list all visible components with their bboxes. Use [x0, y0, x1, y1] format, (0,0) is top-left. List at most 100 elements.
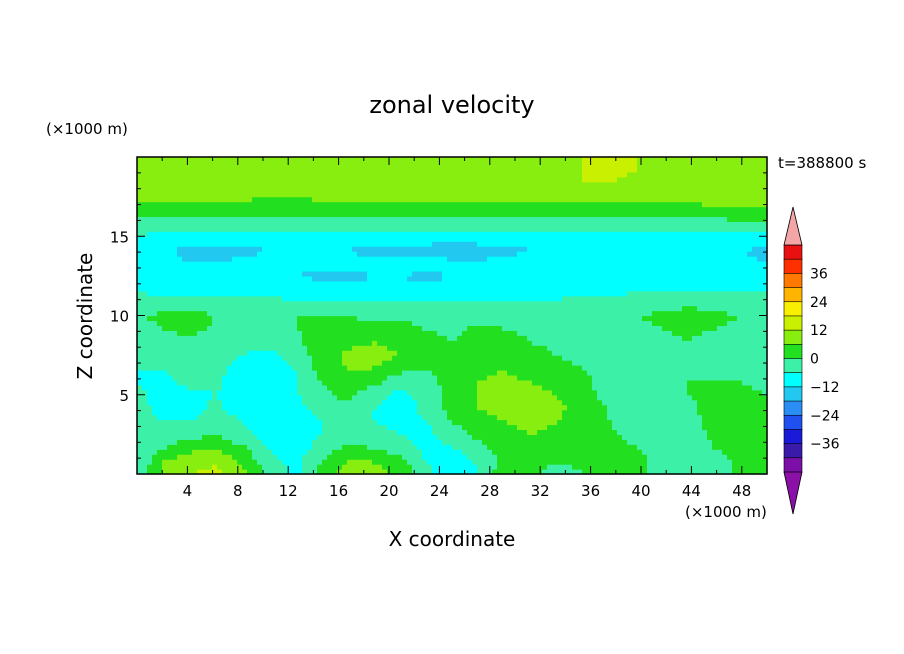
heatmap-cell — [292, 275, 298, 282]
heatmap-cell — [727, 280, 733, 287]
heatmap-cell — [217, 444, 223, 450]
heatmap-cell — [722, 379, 728, 386]
heatmap-cell — [497, 399, 503, 406]
heatmap-cell — [397, 360, 403, 366]
heatmap-cell — [647, 389, 653, 396]
heatmap-cell — [642, 419, 648, 426]
heatmap-cell — [632, 280, 638, 287]
heatmap-cell — [447, 439, 453, 445]
heatmap-cell — [487, 315, 493, 322]
heatmap-cell — [382, 300, 388, 307]
heatmap-cell — [177, 315, 183, 322]
heatmap-cell — [627, 379, 633, 386]
heatmap-cell — [387, 305, 393, 312]
heatmap-cell — [307, 300, 313, 307]
heatmap-cell — [607, 335, 613, 341]
heatmap-cell — [552, 369, 558, 376]
heatmap-cell — [357, 335, 363, 341]
heatmap-cell — [317, 315, 323, 322]
heatmap-cell — [492, 454, 498, 460]
heatmap-cell — [222, 429, 228, 435]
heatmap-cell — [547, 449, 553, 455]
heatmap-cell — [567, 444, 573, 450]
heatmap-cell — [137, 285, 143, 292]
heatmap-cell — [602, 404, 608, 411]
heatmap-cell — [247, 315, 253, 322]
heatmap-cell — [202, 275, 208, 282]
heatmap-cell — [677, 305, 683, 312]
heatmap-cell — [237, 300, 243, 307]
heatmap-cell — [522, 419, 528, 426]
heatmap-cell — [607, 280, 613, 287]
heatmap-cell — [602, 389, 608, 396]
heatmap-cell — [152, 454, 158, 460]
heatmap-cell — [282, 454, 288, 460]
heatmap-cell — [277, 315, 283, 322]
heatmap-cell — [617, 444, 623, 450]
heatmap-cell — [407, 404, 413, 411]
heatmap-cell — [352, 454, 358, 460]
heatmap-cell — [617, 424, 623, 431]
heatmap-cell — [217, 419, 223, 426]
heatmap-cell — [577, 419, 583, 426]
heatmap-cell — [527, 350, 533, 356]
heatmap-cell — [247, 280, 253, 287]
heatmap-cell — [537, 449, 543, 455]
heatmap-cell — [742, 365, 748, 371]
heatmap-cell — [742, 320, 748, 326]
heatmap-cell — [522, 469, 528, 475]
heatmap-cell — [402, 404, 408, 411]
heatmap-cell — [282, 434, 288, 440]
heatmap-cell — [302, 399, 308, 406]
heatmap-cell — [302, 459, 308, 465]
heatmap-cell — [162, 454, 168, 460]
heatmap-cell — [402, 394, 408, 401]
heatmap-cell — [152, 365, 158, 371]
heatmap-cell — [507, 424, 513, 431]
heatmap-cell — [547, 295, 553, 302]
heatmap-cell — [612, 310, 618, 317]
heatmap-cell — [747, 399, 753, 406]
heatmap-cell — [192, 384, 198, 391]
heatmap-cell — [737, 320, 743, 326]
heatmap-cell — [682, 384, 688, 391]
heatmap-cell — [152, 434, 158, 440]
heatmap-cell — [607, 439, 613, 445]
heatmap-cell — [347, 315, 353, 322]
heatmap-cell — [407, 409, 413, 416]
heatmap-cell — [582, 365, 588, 371]
heatmap-cell — [157, 429, 163, 435]
heatmap-cell — [517, 360, 523, 366]
heatmap-cell — [732, 320, 738, 326]
heatmap-cell — [162, 429, 168, 435]
heatmap-cell — [602, 459, 608, 465]
heatmap-cell — [402, 310, 408, 317]
heatmap-cell — [217, 300, 223, 307]
heatmap-cell — [252, 295, 258, 302]
heatmap-cell — [502, 469, 508, 475]
heatmap-cell — [292, 459, 298, 465]
heatmap-cell — [577, 315, 583, 322]
heatmap-cell — [452, 350, 458, 356]
heatmap-cell — [737, 384, 743, 391]
heatmap-cell — [307, 394, 313, 401]
heatmap-cell — [292, 424, 298, 431]
heatmap-cell — [677, 290, 683, 297]
heatmap-cell — [482, 320, 488, 326]
heatmap-cell — [542, 469, 548, 475]
heatmap-cell — [682, 315, 688, 322]
heatmap-cell — [672, 399, 678, 406]
heatmap-cell — [217, 275, 223, 282]
heatmap-cell — [487, 389, 493, 396]
heatmap-cell — [302, 454, 308, 460]
heatmap-cell — [557, 459, 563, 465]
heatmap-cell — [407, 449, 413, 455]
heatmap-cell — [492, 355, 498, 361]
heatmap-cell — [557, 290, 563, 297]
heatmap-cell — [517, 454, 523, 460]
heatmap-cell — [147, 464, 153, 470]
heatmap-cell — [187, 345, 193, 351]
heatmap-cell — [452, 439, 458, 445]
heatmap-cell — [207, 300, 213, 307]
heatmap-cell — [392, 429, 398, 435]
